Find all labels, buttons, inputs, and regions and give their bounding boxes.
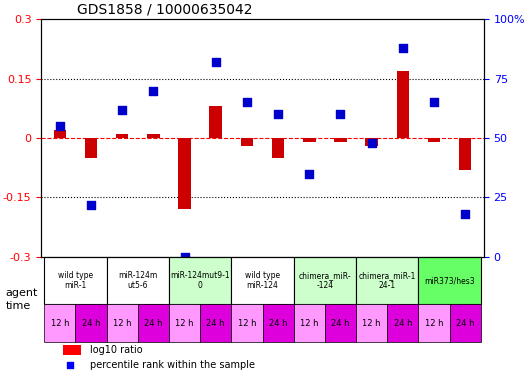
Text: 12 h: 12 h bbox=[362, 318, 381, 327]
Bar bbox=[178, 138, 191, 209]
FancyBboxPatch shape bbox=[294, 304, 325, 342]
Bar bbox=[303, 138, 316, 142]
Text: 12 h: 12 h bbox=[175, 318, 194, 327]
Text: miR373/hes3: miR373/hes3 bbox=[425, 276, 475, 285]
Text: 24 h: 24 h bbox=[144, 318, 163, 327]
Text: log10 ratio: log10 ratio bbox=[90, 345, 143, 355]
Point bbox=[305, 171, 314, 177]
Point bbox=[55, 123, 64, 129]
Text: 24 h: 24 h bbox=[393, 318, 412, 327]
FancyBboxPatch shape bbox=[169, 304, 200, 342]
Point bbox=[212, 59, 220, 65]
Text: wild type
miR-1: wild type miR-1 bbox=[58, 271, 93, 290]
FancyBboxPatch shape bbox=[418, 257, 481, 304]
FancyBboxPatch shape bbox=[294, 257, 356, 304]
Text: 24 h: 24 h bbox=[269, 318, 287, 327]
Bar bbox=[397, 71, 409, 138]
FancyBboxPatch shape bbox=[76, 304, 107, 342]
Bar bbox=[116, 134, 128, 138]
Point bbox=[461, 211, 469, 217]
FancyBboxPatch shape bbox=[44, 257, 107, 304]
FancyBboxPatch shape bbox=[387, 304, 418, 342]
FancyBboxPatch shape bbox=[169, 257, 231, 304]
Point bbox=[399, 45, 407, 51]
Point bbox=[87, 202, 95, 208]
Text: 24 h: 24 h bbox=[82, 318, 100, 327]
Text: 24 h: 24 h bbox=[331, 318, 350, 327]
Bar bbox=[459, 138, 472, 170]
FancyBboxPatch shape bbox=[200, 304, 231, 342]
Bar bbox=[272, 138, 284, 158]
FancyBboxPatch shape bbox=[325, 304, 356, 342]
Text: miR-124mut9-1
0: miR-124mut9-1 0 bbox=[171, 271, 230, 290]
Text: agent: agent bbox=[5, 288, 37, 297]
Text: time: time bbox=[5, 301, 31, 310]
FancyBboxPatch shape bbox=[418, 304, 449, 342]
FancyBboxPatch shape bbox=[262, 304, 294, 342]
Bar bbox=[365, 138, 378, 146]
Text: miR-124m
ut5-6: miR-124m ut5-6 bbox=[118, 271, 157, 290]
FancyBboxPatch shape bbox=[231, 304, 262, 342]
FancyBboxPatch shape bbox=[356, 257, 418, 304]
Text: 12 h: 12 h bbox=[238, 318, 256, 327]
FancyBboxPatch shape bbox=[44, 304, 76, 342]
FancyBboxPatch shape bbox=[138, 304, 169, 342]
Point bbox=[274, 111, 282, 117]
Text: 12 h: 12 h bbox=[51, 318, 69, 327]
Text: GDS1858 / 10000635042: GDS1858 / 10000635042 bbox=[77, 3, 252, 17]
FancyBboxPatch shape bbox=[107, 304, 138, 342]
Bar bbox=[54, 130, 66, 138]
Bar bbox=[63, 345, 81, 355]
Text: 12 h: 12 h bbox=[425, 318, 443, 327]
FancyBboxPatch shape bbox=[107, 257, 169, 304]
Bar bbox=[334, 138, 347, 142]
Bar bbox=[210, 106, 222, 138]
Point bbox=[243, 99, 251, 105]
FancyBboxPatch shape bbox=[356, 304, 387, 342]
Text: percentile rank within the sample: percentile rank within the sample bbox=[90, 360, 255, 370]
Bar bbox=[241, 138, 253, 146]
Bar bbox=[85, 138, 97, 158]
Bar bbox=[147, 134, 159, 138]
Point bbox=[149, 88, 157, 94]
Point bbox=[65, 362, 74, 368]
Bar bbox=[428, 138, 440, 142]
Text: 12 h: 12 h bbox=[300, 318, 318, 327]
FancyBboxPatch shape bbox=[449, 304, 481, 342]
Text: wild type
miR-124: wild type miR-124 bbox=[245, 271, 280, 290]
Text: chimera_miR-
-124: chimera_miR- -124 bbox=[298, 271, 351, 290]
FancyBboxPatch shape bbox=[231, 257, 294, 304]
Point bbox=[367, 140, 376, 146]
Text: 24 h: 24 h bbox=[456, 318, 475, 327]
Point bbox=[118, 106, 126, 112]
Point bbox=[336, 111, 345, 117]
Text: chimera_miR-1
24-1: chimera_miR-1 24-1 bbox=[359, 271, 416, 290]
Point bbox=[181, 254, 189, 260]
Point bbox=[430, 99, 438, 105]
Text: 12 h: 12 h bbox=[113, 318, 131, 327]
Text: 24 h: 24 h bbox=[206, 318, 225, 327]
